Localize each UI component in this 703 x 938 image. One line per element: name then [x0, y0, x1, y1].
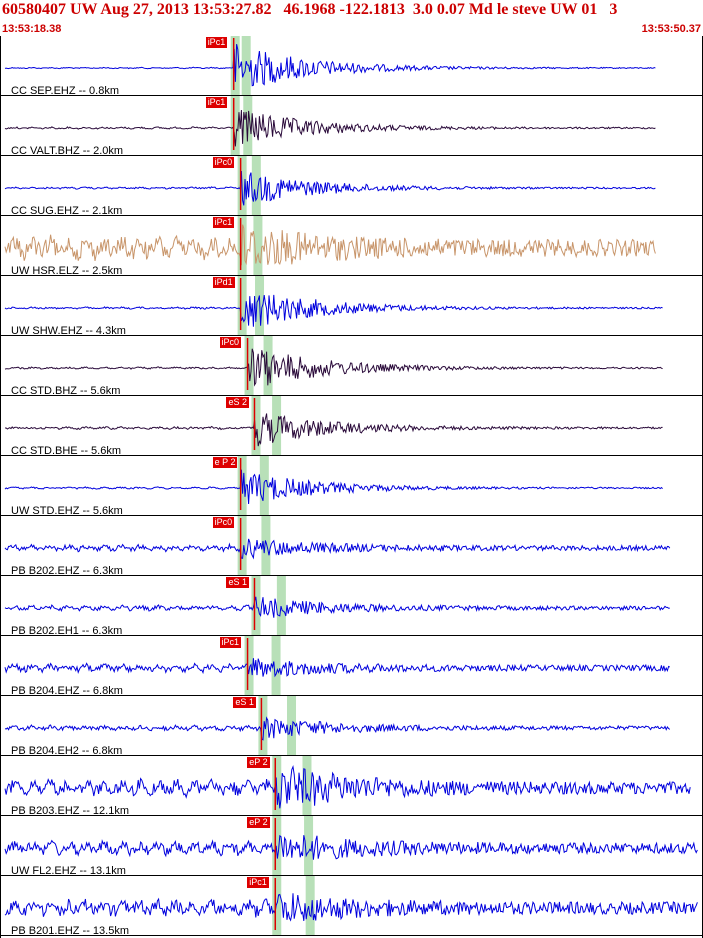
- waveform-panel[interactable]: iPc1 CC SEP.EHZ -- 0.8km iPc1 CC VALT.BHZ -…: [0, 36, 703, 938]
- s-window: [302, 756, 312, 816]
- s-window: [271, 636, 281, 696]
- p-window: [251, 396, 261, 456]
- waveform-trace: [4, 716, 671, 741]
- pick-label[interactable]: iPc1: [205, 97, 228, 108]
- channel-row[interactable]: [1, 456, 703, 516]
- pick-label[interactable]: eP 2: [247, 757, 270, 768]
- seismogram-canvas[interactable]: [1, 36, 703, 938]
- channel-row[interactable]: [1, 396, 703, 456]
- pick-label[interactable]: iPc1: [205, 37, 228, 48]
- channel-row[interactable]: [1, 696, 703, 756]
- pick-label[interactable]: eS 2: [226, 397, 249, 408]
- waveform-trace: [4, 469, 663, 505]
- channel-label: UW FL2.EHZ -- 13.1km: [11, 865, 126, 877]
- channel-label: CC SUG.EHZ -- 2.1km: [11, 205, 123, 217]
- pick-label[interactable]: iPd1: [212, 277, 235, 288]
- p-window: [237, 516, 247, 576]
- waveform-trace: [4, 596, 670, 618]
- channel-label: PB B202.EHZ -- 6.3km: [11, 565, 123, 577]
- s-window: [261, 516, 271, 576]
- waveform-trace: [4, 109, 656, 147]
- s-window: [263, 336, 273, 396]
- s-window: [304, 816, 314, 876]
- waveform-trace: [4, 893, 698, 922]
- channel-row[interactable]: [1, 576, 703, 636]
- waveform-trace: [4, 834, 698, 860]
- channel-row[interactable]: [1, 756, 703, 816]
- s-window: [305, 876, 315, 936]
- event-title: 60580407 UW Aug 27, 2013 13:53:27.82 46.…: [2, 1, 618, 18]
- p-window: [272, 876, 282, 936]
- channel-row[interactable]: [1, 516, 703, 576]
- channel-label: CC VALT.BHZ -- 2.0km: [11, 145, 124, 157]
- s-window: [287, 696, 297, 756]
- pick-label[interactable]: eP 2: [247, 817, 270, 828]
- waveform-trace: [4, 538, 671, 560]
- pick-label[interactable]: iPc0: [212, 157, 235, 168]
- waveform-trace: [4, 43, 656, 87]
- channel-label: PB B203.EHZ -- 12.1km: [11, 805, 129, 817]
- channel-label: UW STD.EHZ -- 5.6km: [11, 505, 123, 517]
- channel-label: PB B202.EH1 -- 6.3km: [11, 625, 123, 637]
- waveform-trace: [4, 765, 691, 809]
- channel-label: PB B204.EHZ -- 6.8km: [11, 685, 123, 697]
- channel-row[interactable]: [1, 276, 703, 336]
- p-window: [251, 576, 261, 636]
- pick-label[interactable]: iPc0: [212, 517, 235, 528]
- channel-row[interactable]: [1, 36, 703, 96]
- waveform-trace: [4, 224, 656, 266]
- waveform-trace: [4, 348, 663, 387]
- channel-label: UW SHW.EHZ -- 4.3km: [11, 325, 126, 337]
- s-window: [241, 36, 251, 96]
- channel-row[interactable]: [1, 876, 703, 936]
- pick-label[interactable]: iPc1: [247, 877, 269, 888]
- pick-label[interactable]: iPc1: [212, 217, 235, 228]
- pick-label[interactable]: eS 1: [226, 577, 249, 588]
- waveform-trace: [5, 413, 663, 447]
- waveform-trace: [4, 170, 656, 206]
- channel-label: CC SEP.EHZ -- 0.8km: [11, 85, 119, 97]
- s-window: [253, 216, 263, 276]
- channel-label: PB B204.EH2 -- 6.8km: [11, 745, 123, 757]
- channel-label: CC STD.BHE -- 5.6km: [11, 445, 122, 457]
- channel-row[interactable]: [1, 636, 703, 696]
- channel-row[interactable]: [1, 156, 703, 216]
- waveform-trace: [4, 294, 663, 327]
- channel-label: CC STD.BHZ -- 5.6km: [11, 385, 121, 397]
- s-window: [272, 396, 282, 456]
- channel-row[interactable]: [1, 96, 703, 156]
- channel-row[interactable]: [1, 336, 703, 396]
- channel-label: PB B201.EHZ -- 13.5km: [11, 925, 129, 937]
- s-window: [251, 156, 261, 216]
- waveform-trace: [4, 658, 671, 678]
- pick-label[interactable]: eS 1: [233, 697, 256, 708]
- start-time-label: 13:53:18.38: [2, 23, 62, 35]
- p-window: [272, 816, 282, 876]
- channel-row[interactable]: [1, 216, 703, 276]
- p-window: [258, 696, 268, 756]
- p-window: [244, 636, 254, 696]
- p-window: [237, 276, 247, 336]
- event-header: 60580407 UW Aug 27, 2013 13:53:27.82 46.…: [0, 0, 703, 36]
- channel-label: UW HSR.ELZ -- 2.5km: [11, 265, 123, 277]
- p-window: [230, 96, 240, 156]
- channel-row[interactable]: [1, 816, 703, 876]
- pick-label[interactable]: iPc1: [219, 637, 242, 648]
- pick-label[interactable]: e P 2: [212, 457, 238, 468]
- pick-label[interactable]: iPc0: [219, 337, 242, 348]
- end-time-label: 13:53:50.37: [641, 23, 701, 35]
